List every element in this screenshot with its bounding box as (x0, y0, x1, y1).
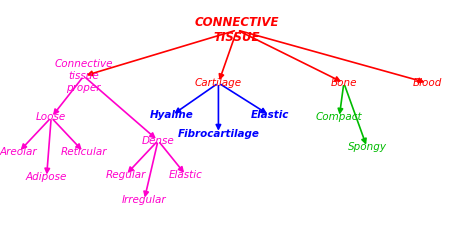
Text: Connective
tissue
proper: Connective tissue proper (55, 59, 113, 93)
Text: Bone: Bone (330, 78, 357, 88)
Text: Irregular: Irregular (122, 196, 166, 205)
Text: Dense: Dense (142, 136, 174, 145)
Text: Regular: Regular (105, 170, 146, 180)
Text: Elastic: Elastic (250, 110, 289, 120)
Text: Elastic: Elastic (169, 170, 203, 180)
Text: Hyaline: Hyaline (150, 110, 194, 120)
Text: CONNECTIVE
TISSUE: CONNECTIVE TISSUE (195, 16, 279, 44)
Text: Areolar: Areolar (0, 147, 37, 157)
Text: Loose: Loose (36, 113, 66, 122)
Text: Reticular: Reticular (61, 147, 107, 157)
Text: Blood: Blood (413, 78, 442, 88)
Text: Compact: Compact (316, 113, 363, 122)
Text: Fibrocartilage: Fibrocartilage (177, 129, 259, 139)
Text: Spongy: Spongy (347, 142, 387, 153)
Text: Cartilage: Cartilage (195, 78, 242, 88)
Text: Adipose: Adipose (26, 172, 67, 182)
